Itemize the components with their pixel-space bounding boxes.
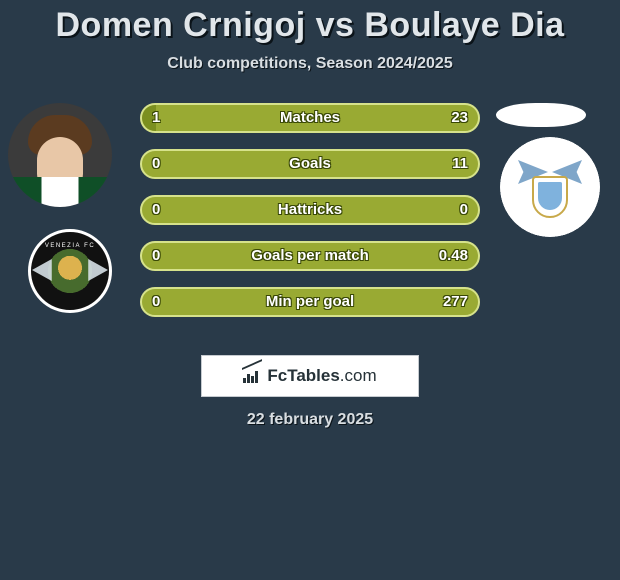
club-right-logo: [500, 137, 600, 237]
player-right-avatar: [496, 103, 586, 127]
stat-bar-goals: 0 Goals 11: [140, 149, 480, 179]
stat-bar-gpm: 0 Goals per match 0.48: [140, 241, 480, 271]
stat-right-value: 23: [451, 105, 468, 131]
stat-right-value: 0: [460, 197, 468, 223]
comparison-card: Domen Crnigoj vs Boulaye Dia Club compet…: [0, 0, 620, 580]
brand-tld: .com: [340, 366, 377, 385]
brand-name: FcTables: [267, 366, 339, 385]
brand-box[interactable]: FcTables.com: [201, 355, 419, 397]
stat-bar-matches: 1 Matches 23: [140, 103, 480, 133]
chart-icon: [243, 369, 261, 383]
stat-label: Goals: [142, 151, 478, 177]
date: 22 february 2025: [0, 411, 620, 429]
player-left-avatar: [8, 103, 112, 207]
stat-bar-mpg: 0 Min per goal 277: [140, 287, 480, 317]
comparison-body: VENEZIA FC 1 Matches 23 0 Goals 11: [0, 93, 620, 353]
stat-right-value: 277: [443, 289, 468, 315]
page-title: Domen Crnigoj vs Boulaye Dia: [0, 0, 620, 45]
brand-text: FcTables.com: [267, 366, 376, 386]
stat-label: Matches: [142, 105, 478, 131]
club-left-name: VENEZIA FC: [38, 243, 102, 249]
stat-bar-hattricks: 0 Hattricks 0: [140, 195, 480, 225]
subtitle: Club competitions, Season 2024/2025: [0, 55, 620, 73]
club-left-logo: VENEZIA FC: [28, 229, 112, 313]
stat-label: Min per goal: [142, 289, 478, 315]
stat-right-value: 0.48: [439, 243, 468, 269]
stat-bars: 1 Matches 23 0 Goals 11 0 Hattricks 0 0 …: [140, 103, 480, 333]
stat-right-value: 11: [452, 151, 468, 177]
stat-label: Hattricks: [142, 197, 478, 223]
stat-label: Goals per match: [142, 243, 478, 269]
